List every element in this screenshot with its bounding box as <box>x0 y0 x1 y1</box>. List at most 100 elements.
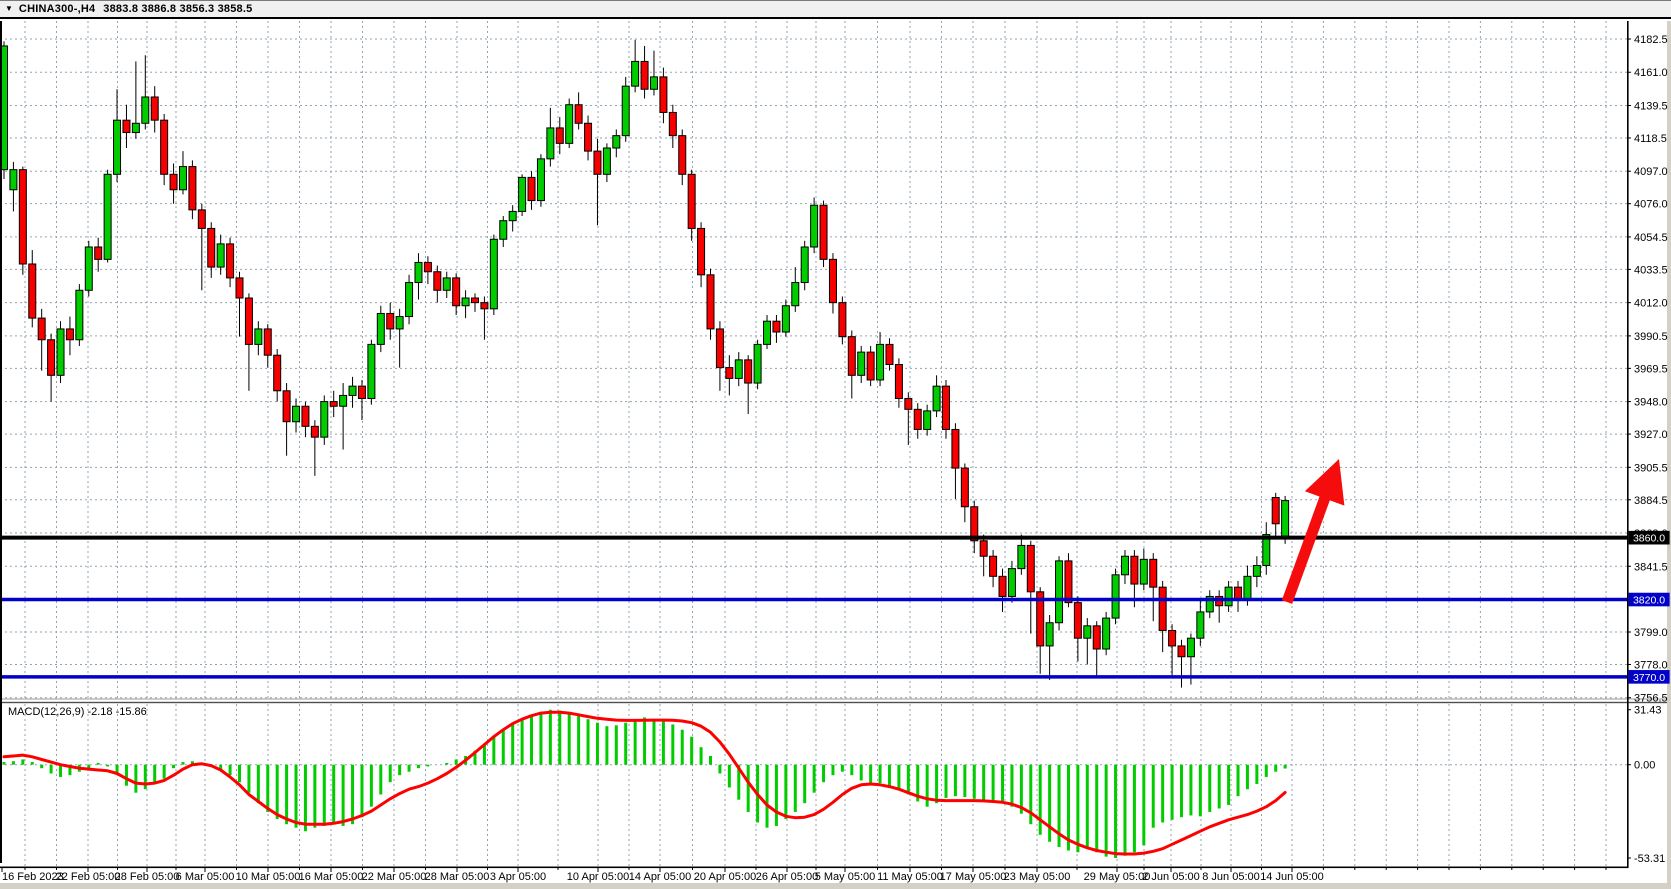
candle <box>37 317 46 341</box>
price-axis-label: 3884.5 <box>1634 495 1668 507</box>
candle <box>1243 575 1252 601</box>
time-axis-label: 14 Apr 05:00 <box>629 871 691 883</box>
price-axis-label: 3969.5 <box>1634 363 1668 375</box>
time-axis-label: 23 May 05:00 <box>1004 871 1071 883</box>
time-axis-label: 28 Mar 05:00 <box>425 871 490 883</box>
time-axis-label: 29 May 05:00 <box>1084 871 1151 883</box>
candle <box>536 158 545 202</box>
time-axis-label: 11 May 05:00 <box>877 871 943 883</box>
candle <box>489 238 498 310</box>
candle <box>847 336 856 376</box>
candle <box>282 390 291 423</box>
candle <box>828 258 837 304</box>
time-axis-label: 10 Apr 05:00 <box>567 871 629 883</box>
candle <box>913 408 922 430</box>
price-axis-label: 3778.0 <box>1634 659 1668 671</box>
candle <box>508 210 517 222</box>
candle <box>169 173 178 191</box>
time-axis-label: 14 Jun 05:00 <box>1260 871 1324 883</box>
price-axis-label: 3905.5 <box>1634 462 1668 474</box>
price-axis-label: 4054.5 <box>1634 232 1668 244</box>
symbol-period-label: CHINA300-,H4 <box>18 3 96 15</box>
candle <box>1158 586 1167 631</box>
candle <box>1026 544 1035 593</box>
candle <box>1168 629 1177 647</box>
price-axis-label: 4076.0 <box>1634 199 1668 211</box>
time-axis-label: 8 Jun 05:00 <box>1202 871 1260 883</box>
candle <box>546 127 555 160</box>
candle <box>480 302 489 310</box>
candle <box>1130 555 1139 585</box>
price-axis-label: 3927.0 <box>1634 429 1668 441</box>
candle <box>235 277 244 299</box>
candle <box>753 343 762 384</box>
candle <box>574 104 583 124</box>
time-axis-label: 22 Mar 05:00 <box>362 871 427 883</box>
candle <box>772 320 781 333</box>
price-axis-label: 4139.5 <box>1634 100 1668 112</box>
trend-arrow[interactable] <box>1281 459 1345 604</box>
candle <box>471 297 479 304</box>
candle <box>1102 617 1111 650</box>
candle <box>122 119 131 134</box>
candle <box>216 243 225 268</box>
candle <box>857 351 866 376</box>
price-axis-label: 4161.0 <box>1634 67 1668 79</box>
candle <box>989 555 998 577</box>
candle <box>244 297 253 345</box>
candle <box>706 274 715 330</box>
candle <box>791 282 800 307</box>
time-axis-label: 16 Feb 2023 <box>2 871 64 883</box>
candle <box>942 385 950 430</box>
candle <box>1111 574 1120 619</box>
candle <box>1120 555 1129 576</box>
candle <box>800 246 809 284</box>
time-axis-label: 28 Feb 05:00 <box>115 871 180 883</box>
candle <box>442 277 451 291</box>
candle <box>1234 586 1243 601</box>
price-badge-3770.0: 3770.0 <box>1628 670 1670 684</box>
candle <box>1186 637 1195 658</box>
candle <box>894 363 903 400</box>
price-axis-label: 4012.0 <box>1634 298 1668 310</box>
candle <box>414 261 423 284</box>
candle <box>649 76 658 90</box>
candle <box>141 96 150 124</box>
price-axis-label: 4033.5 <box>1634 264 1668 276</box>
candle <box>433 271 442 291</box>
candle <box>75 289 84 341</box>
candle <box>640 60 649 90</box>
candle <box>1064 560 1073 604</box>
time-axis-label: 10 Mar 05:00 <box>236 871 301 883</box>
time-axis-label: 26 Apr 05:00 <box>756 871 818 883</box>
candle <box>9 169 18 191</box>
time-axis-label: 2 Jun 05:00 <box>1142 871 1200 883</box>
macd-axis[interactable]: 31.43 0.00 -53.31 <box>1627 705 1665 865</box>
candle <box>781 305 790 333</box>
candle <box>593 150 602 175</box>
candle <box>1196 611 1205 639</box>
candle <box>47 339 56 376</box>
price-axis-label: 3756.5 <box>1634 693 1668 705</box>
candle <box>386 312 395 330</box>
time-axis-label: 22 Feb 05:00 <box>56 871 121 883</box>
candle <box>263 328 272 356</box>
candle <box>207 227 216 268</box>
candle <box>960 467 969 508</box>
candle <box>273 354 282 392</box>
candle <box>697 227 706 276</box>
candle <box>310 425 319 438</box>
candle <box>885 343 894 365</box>
candle <box>461 297 470 307</box>
candle <box>499 220 508 240</box>
candle <box>998 575 1007 597</box>
candle <box>1252 565 1261 577</box>
candle <box>555 127 564 144</box>
price-axis-label: 3799.0 <box>1634 627 1668 639</box>
price-axis-label: 3990.5 <box>1634 331 1668 343</box>
candle <box>1205 595 1214 613</box>
symbol-dropdown-icon[interactable]: ▼ <box>5 4 13 13</box>
macd-axis-label: -53.31 <box>1634 853 1665 865</box>
